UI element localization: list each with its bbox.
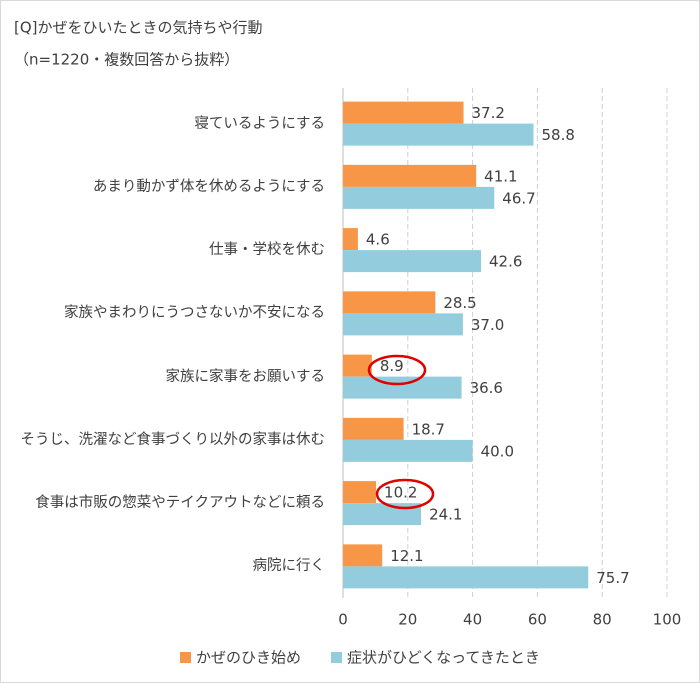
y-tick-label: 家族に家事をお願いする [165,368,326,385]
y-tick-label: 食事は市販の惣菜やテイクアウトなどに頼る [35,495,325,512]
value-label: 36.6 [470,379,503,397]
y-tick-label: 病院に行く [252,558,326,575]
chart-subtitle: （n=1220・複数回答から抜粋） [14,51,239,69]
chart-title: [Q]かぜをひいたときの気持ちや行動 [14,19,263,37]
value-label: 37.2 [472,104,505,122]
bar [343,439,473,462]
value-label: 46.7 [502,189,535,207]
x-tick-label: 20 [398,611,417,629]
y-tick-label: そうじ、洗濯など食事づくり以外の家事は休む [20,431,326,448]
x-tick-label: 60 [528,611,547,629]
bar [343,123,534,146]
bar [343,164,477,187]
y-tick-label: 仕事・学校を休む [209,242,325,259]
bar [343,481,377,504]
bar [343,566,589,589]
bar [343,101,464,124]
bar [343,503,422,526]
bar [343,186,495,209]
x-tick-label: 0 [338,611,348,629]
x-tick-label: 40 [463,611,482,629]
y-tick-label: あまり動かず体を休めるようにする [92,178,325,195]
legend-swatch [331,652,343,663]
highlight-ellipse [375,478,435,510]
value-label: 24.1 [429,506,462,524]
value-label: 10.2 [384,484,417,502]
x-tick-label: 100 [653,611,682,629]
value-label: 18.7 [412,420,445,438]
highlight-ellipse [367,354,427,386]
legend-swatch [180,652,191,663]
bar [343,354,372,377]
value-label: 41.1 [484,167,517,185]
value-label: 8.9 [380,357,404,375]
bar [343,291,436,314]
bar [343,544,383,567]
y-tick-label: 家族やまわりにうつさないか不安になる [64,305,325,322]
value-label: 28.5 [443,294,476,312]
legend-label: かぜのひき始め [196,649,301,667]
bar [343,250,482,273]
value-label: 12.1 [390,547,423,565]
value-label: 37.0 [471,316,504,334]
value-label: 75.7 [596,569,629,587]
y-tick-label: 寝ているようにする [194,115,325,132]
value-label: 40.0 [481,442,514,460]
bar [343,313,463,336]
bar [343,376,462,399]
value-label: 4.6 [366,231,390,249]
bar [343,417,404,440]
value-label: 58.8 [542,126,575,144]
x-tick-label: 80 [593,611,612,629]
bar [343,228,358,251]
value-label: 42.6 [489,253,522,271]
legend-label: 症状がひどくなってきたとき [347,649,540,667]
